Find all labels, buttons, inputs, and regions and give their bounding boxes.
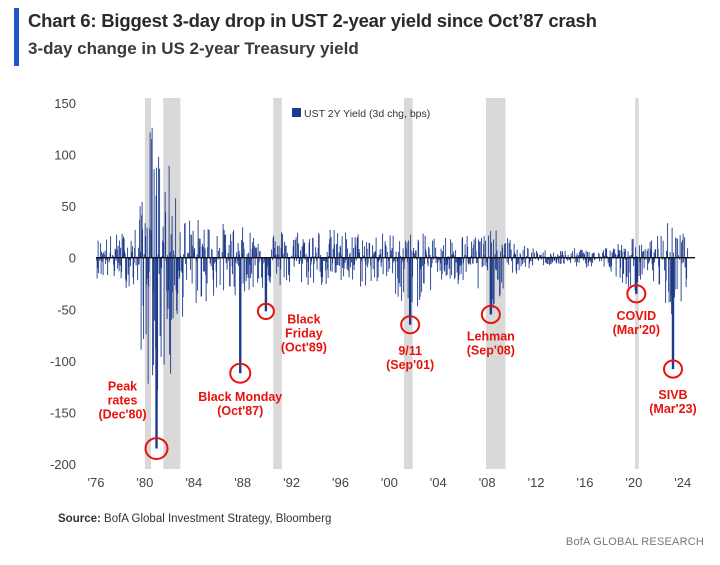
x-tick-label: '00 <box>381 475 398 490</box>
x-tick-label: '76 <box>88 475 105 490</box>
x-tick-label: '80 <box>136 475 153 490</box>
legend-label: UST 2Y Yield (3d chg, bps) <box>304 108 430 120</box>
chart-subtitle: 3-day change in US 2-year Treasury yield <box>28 39 359 58</box>
annotation-label: COVID <box>617 309 657 323</box>
annotation-label: rates <box>108 394 138 408</box>
annotation-label: Friday <box>285 326 323 340</box>
source-label: Source: <box>58 513 101 525</box>
source-line: Source: BofA Global Investment Strategy,… <box>58 513 331 525</box>
x-axis: '76 '80 '84 '88 '92 '96 '00 '04 '08 '12 '16 '20 '24 <box>88 475 692 490</box>
annotation-label: Black Monday <box>198 390 282 404</box>
x-tick-label: '88 <box>234 475 251 490</box>
annotation-label: (Mar'20) <box>613 323 660 337</box>
annotation-circle <box>626 284 647 304</box>
x-tick-label: '24 <box>674 475 691 490</box>
recession-band <box>485 98 506 469</box>
annotation-label: (Oct'87) <box>217 404 263 418</box>
y-tick-label: -200 <box>50 457 76 472</box>
annotation-circle <box>229 362 252 384</box>
annotation-circle <box>662 359 683 379</box>
annotation-label: SIVB <box>658 388 687 402</box>
x-tick-label: '96 <box>332 475 349 490</box>
x-tick-label: '84 <box>185 475 202 490</box>
annotation-label: Lehman <box>467 329 515 343</box>
recession-band <box>273 98 282 469</box>
x-tick-label: '16 <box>577 475 594 490</box>
annotation-label: (Oct'89) <box>281 340 327 354</box>
annotation-label: (Dec'80) <box>98 408 146 422</box>
y-tick-label: 50 <box>62 199 76 214</box>
x-tick-label: '08 <box>479 475 496 490</box>
x-tick-label: '04 <box>430 475 447 490</box>
title-accent-bar <box>14 8 19 66</box>
annotation-label: (Sep'08) <box>467 343 515 357</box>
y-tick-label: 100 <box>54 148 76 163</box>
y-axis: 150 100 50 0 -50 -100 -150 -200 <box>50 96 76 472</box>
annotation-label: (Mar'23) <box>649 402 696 416</box>
y-tick-label: -100 <box>50 354 76 369</box>
annotation-label: (Sep'01) <box>386 358 434 372</box>
source-text: BofA Global Investment Strategy, Bloombe… <box>104 513 332 525</box>
annotation-label: Peak <box>108 380 137 394</box>
x-tick-label: '92 <box>283 475 300 490</box>
annotation-circle <box>256 302 275 320</box>
annotation-circle <box>480 304 501 324</box>
annotation-circle <box>144 437 169 460</box>
legend: UST 2Y Yield (3d chg, bps) <box>292 108 430 120</box>
y-tick-label: -150 <box>50 405 76 420</box>
y-tick-label: 0 <box>69 251 76 266</box>
x-tick-label: '12 <box>528 475 545 490</box>
brand-footer: BofA GLOBAL RESEARCH <box>565 536 704 548</box>
legend-swatch <box>292 108 301 117</box>
annotation-circle <box>400 315 421 335</box>
x-tick-label: '20 <box>625 475 642 490</box>
chart-title: Chart 6: Biggest 3-day drop in UST 2-yea… <box>28 10 597 31</box>
y-tick-label: -50 <box>57 302 76 317</box>
annotation-label: Black <box>287 312 320 326</box>
y-tick-label: 150 <box>54 96 76 111</box>
annotation-label: 9/11 <box>398 344 422 358</box>
